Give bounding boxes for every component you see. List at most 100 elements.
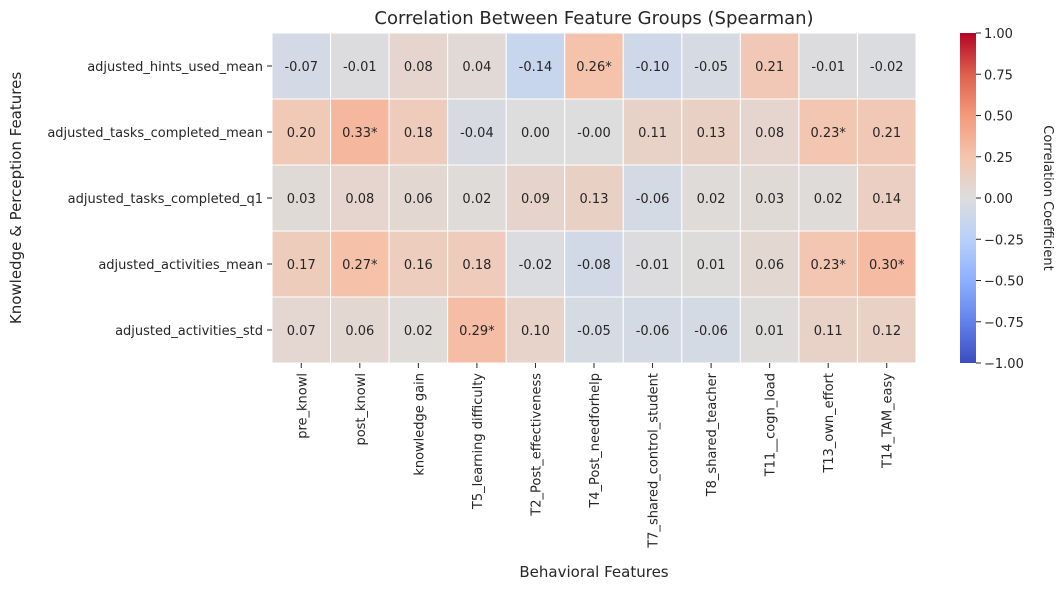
cell-value-label: -0.08 <box>577 258 611 273</box>
heatmap-cell <box>622 296 683 364</box>
heatmap-cell-labels: -0.07 -0.01 0.08 0.04 -0.14 0.26* -0.10 -0.05 0.… <box>284 60 904 339</box>
heatmap-cell <box>798 32 858 100</box>
x-tick-label: T5_learning difficulty <box>471 373 486 510</box>
y-tick-label: adjusted_hints_used_mean <box>87 60 263 75</box>
cell-value-label: 0.26* <box>576 60 612 75</box>
colorbar-tick-label: 0.25 <box>984 151 1013 166</box>
colorbar-tick-label: −0.75 <box>984 316 1024 331</box>
cell-value-label: 0.20 <box>287 126 316 141</box>
cell-value-label: 0.01 <box>755 324 784 339</box>
y-tick-label: adjusted_activities_mean <box>98 258 263 273</box>
cell-value-label: 0.02 <box>814 192 843 207</box>
heatmap-cell <box>798 98 858 166</box>
cell-value-label: -0.05 <box>694 60 728 75</box>
heatmap-cell <box>505 98 566 166</box>
heatmap-cell <box>739 296 800 364</box>
x-tick-label: T13_own_effort <box>822 373 837 474</box>
chart-title: Correlation Between Feature Groups (Spea… <box>374 8 813 29</box>
heatmap-cell <box>447 230 507 298</box>
y-tick-label: adjusted_tasks_completed_mean <box>47 126 263 141</box>
heatmap-cell <box>271 164 332 232</box>
cell-value-label: -0.14 <box>519 60 553 75</box>
cell-value-label: 0.33* <box>342 126 378 141</box>
cell-value-label: -0.06 <box>636 324 670 339</box>
cell-value-label: -0.02 <box>519 258 553 273</box>
cell-value-label: -0.04 <box>460 126 494 141</box>
heatmap-cell <box>388 32 449 100</box>
heatmap-cell <box>856 98 917 166</box>
cell-value-label: 0.06 <box>345 324 374 339</box>
x-tick-label: post_knowl <box>354 373 369 446</box>
heatmap-cell <box>388 164 449 232</box>
cell-value-label: -0.05 <box>577 324 611 339</box>
cell-value-label: -0.06 <box>636 192 670 207</box>
heatmap-cell <box>622 164 683 232</box>
cell-value-label: 0.13 <box>697 126 726 141</box>
cell-value-label: 0.27* <box>342 258 378 273</box>
x-tick-label: T7_shared_control_student <box>647 373 662 549</box>
y-tick-label: adjusted_activities_std <box>115 324 263 339</box>
heatmap-cell <box>798 296 858 364</box>
cell-value-label: 0.11 <box>814 324 843 339</box>
heatmap-cell <box>388 98 449 166</box>
heatmap-cell <box>681 32 741 100</box>
heatmap-cell <box>447 296 507 364</box>
heatmap-cell <box>564 32 624 100</box>
colorbar-gradient <box>960 33 976 363</box>
cell-value-label: 0.14 <box>872 192 901 207</box>
heatmap-cell <box>564 98 624 166</box>
cell-value-label: 0.21 <box>755 60 784 75</box>
heatmap-cell <box>622 98 683 166</box>
heatmap-cells <box>271 32 917 364</box>
y-axis-label: Knowledge & Perception Features <box>7 72 25 324</box>
cell-value-label: 0.13 <box>580 192 609 207</box>
heatmap-cell <box>856 230 917 298</box>
cell-value-label: 0.16 <box>404 258 433 273</box>
cell-value-label: 0.09 <box>521 192 550 207</box>
x-tick-label: T8_shared_teacher <box>705 372 720 497</box>
heatmap-cell <box>739 164 800 232</box>
cell-value-label: -0.01 <box>343 60 377 75</box>
colorbar-tick-label: −0.25 <box>984 233 1024 248</box>
cell-value-label: -0.02 <box>870 60 904 75</box>
colorbar-label: Correlation Coefficient <box>1040 125 1055 271</box>
cell-value-label: 0.02 <box>697 192 726 207</box>
cell-value-label: 0.12 <box>872 324 901 339</box>
x-tick-label: T11__cogn_load <box>764 373 779 477</box>
heatmap-cell <box>271 32 332 100</box>
colorbar-tick-label: 1.00 <box>984 27 1013 42</box>
x-tick-label: pre_knowl <box>295 373 310 439</box>
colorbar-tick-label: 0.75 <box>984 68 1013 83</box>
cell-value-label: 0.18 <box>462 258 491 273</box>
heatmap-cell <box>330 32 390 100</box>
cell-value-label: 0.21 <box>872 126 901 141</box>
cell-value-label: -0.10 <box>636 60 670 75</box>
heatmap-cell <box>564 230 624 298</box>
cell-value-label: 0.03 <box>287 192 316 207</box>
cell-value-label: 0.11 <box>638 126 667 141</box>
cell-value-label: -0.00 <box>577 126 611 141</box>
heatmap-cell <box>271 296 332 364</box>
x-tick-label: T14_TAM_easy <box>881 373 896 469</box>
cell-value-label: -0.07 <box>284 60 318 75</box>
colorbar-tick-label: −0.50 <box>984 275 1024 290</box>
x-tick-label: T2_Post_effectiveness <box>529 373 544 517</box>
heatmap-cell <box>856 164 917 232</box>
x-tick-label: knowledge gain <box>412 373 427 476</box>
cell-value-label: 0.02 <box>462 192 491 207</box>
cell-value-label: 0.04 <box>462 60 491 75</box>
heatmap-cell <box>739 230 800 298</box>
cell-value-label: 0.03 <box>755 192 784 207</box>
heatmap-cell <box>798 230 858 298</box>
heatmap-cell <box>856 296 917 364</box>
cell-value-label: 0.23* <box>810 258 846 273</box>
heatmap-cell <box>505 164 566 232</box>
heatmap-cell <box>681 98 741 166</box>
cell-value-label: 0.08 <box>755 126 784 141</box>
cell-value-label: -0.06 <box>694 324 728 339</box>
cell-value-label: 0.01 <box>697 258 726 273</box>
cell-value-label: 0.10 <box>521 324 550 339</box>
x-tick-label: T4_Post_needforhelp <box>588 373 603 509</box>
cell-value-label: 0.30* <box>869 258 905 273</box>
cell-value-label: 0.06 <box>404 192 433 207</box>
